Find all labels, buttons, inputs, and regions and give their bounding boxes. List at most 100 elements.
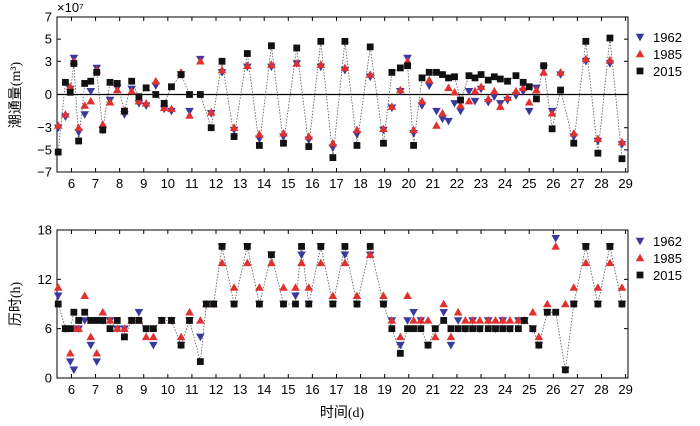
top-point-1985 (556, 68, 565, 76)
bottom-point-1985 (340, 258, 350, 267)
top-xtick-label: 6 (68, 176, 75, 191)
bottom-point-2015 (106, 325, 114, 333)
top-xtick-label: 28 (594, 176, 608, 191)
bottom-point-2015 (329, 300, 337, 308)
top-point-2015 (93, 68, 101, 76)
bottom-point-2015 (380, 300, 387, 308)
top-point-2015 (54, 148, 62, 156)
top-point-2015 (168, 83, 175, 91)
top-legend-label-1985: 1985 (653, 47, 682, 62)
bottom-point-1962 (446, 341, 456, 350)
bottom-point-1985 (569, 283, 579, 291)
top-legend-marker-1985 (635, 49, 645, 58)
bottom-legend-marker-1962-shape (635, 237, 645, 246)
bottom-point-1985 (396, 332, 405, 341)
bottom-point-2015 (158, 317, 166, 324)
top-point-2015 (410, 142, 417, 149)
bottom-point-1985 (505, 316, 515, 324)
top-xtick-label: 26 (546, 176, 560, 191)
bottom-point-2015 (447, 325, 455, 333)
bottom-legend-marker-1962 (635, 237, 645, 246)
bottom-point-1985 (185, 307, 194, 316)
bottom-point-2015 (396, 349, 404, 357)
bottom-xtick-label: 9 (140, 382, 147, 397)
top-point-2015 (87, 77, 95, 85)
bottom-point-1985 (352, 291, 362, 300)
top-ytick-label: 7 (45, 10, 52, 25)
top-point-1985 (328, 138, 338, 147)
bottom-point-1985 (542, 299, 552, 308)
top-ytick-label: −3 (37, 120, 52, 135)
bottom-legend-marker-2015-shape (636, 271, 644, 279)
top-point-1985 (605, 55, 615, 64)
bottom-point-2015 (476, 325, 484, 333)
top-point-2015 (75, 137, 83, 145)
bottom-legend: 1962 1985 2015 (635, 234, 682, 283)
top-point-1985 (255, 130, 264, 138)
top-point-1985 (86, 96, 96, 105)
bottom-point-2015 (81, 308, 89, 316)
bottom-xtick-label: 19 (377, 382, 391, 397)
top-point-1985 (217, 65, 227, 74)
top-xtick-label: 13 (233, 176, 247, 191)
bottom-point-1962 (69, 366, 79, 375)
top-point-1985 (409, 125, 418, 134)
bottom-point-1985 (528, 307, 538, 316)
bottom-xtick-label: 27 (570, 382, 584, 397)
bottom-point-1985 (65, 349, 75, 357)
top-legend-marker-2015 (636, 67, 644, 75)
top-xtick-label: 25 (522, 176, 536, 191)
bottom-xtick-label: 21 (426, 382, 440, 397)
top-point-1962 (432, 107, 441, 116)
top-xtick-label: 19 (377, 176, 391, 191)
top-point-1985 (417, 96, 427, 105)
top-point-2015 (268, 42, 275, 50)
top-point-2015 (142, 84, 150, 92)
bottom-point-2015 (521, 317, 528, 324)
top-point-1985 (243, 61, 252, 69)
top-point-2015 (484, 76, 492, 84)
bottom-point-1985 (105, 316, 115, 324)
top-xtick-label: 11 (185, 176, 199, 191)
bottom-point-1985 (483, 316, 493, 324)
bottom-ytick-label: 18 (38, 223, 52, 238)
bottom-point-2015 (535, 341, 543, 349)
bottom-point-1962 (92, 358, 102, 366)
top-point-1985 (532, 85, 541, 94)
bottom-point-2015 (514, 325, 522, 333)
top-point-1985 (196, 56, 205, 65)
top-point-1985 (617, 137, 627, 146)
top-legend-marker-1962-shape (635, 33, 645, 42)
bottom-point-2015 (582, 243, 590, 250)
bottom-xtick-label: 13 (233, 382, 247, 397)
top-point-1985 (581, 54, 591, 63)
bottom-point-2015 (168, 317, 175, 324)
bottom-point-2015 (461, 325, 469, 333)
top-point-1985 (105, 97, 115, 106)
top-point-1985 (496, 102, 505, 110)
bottom-point-2015 (431, 325, 439, 333)
top-point-2015 (570, 139, 578, 147)
top-point-2015 (99, 126, 107, 134)
bottom-point-2015 (388, 325, 396, 333)
top-point-1962 (489, 93, 499, 102)
top-point-1985 (53, 121, 63, 129)
bottom-xtick-label: 24 (498, 382, 512, 397)
top-point-2015 (186, 91, 193, 98)
top-point-2015 (177, 71, 185, 78)
bottom-point-1962 (291, 292, 300, 301)
bottom-point-2015 (70, 308, 78, 316)
top-xtick-label: 7 (92, 176, 99, 191)
bottom-legend-label-2015: 2015 (653, 268, 682, 283)
bottom-point-2015 (177, 341, 185, 349)
top-point-1985 (456, 101, 465, 109)
top-xtick-label: 21 (426, 176, 440, 191)
bottom-xtick-label: 23 (474, 382, 488, 397)
bottom-point-1985 (416, 316, 426, 324)
bottom-ytick-label: 0 (45, 371, 52, 386)
top-point-2015 (293, 44, 301, 52)
bottom-point-1985 (468, 316, 477, 324)
top-point-2015 (255, 142, 263, 149)
top-point-2015 (353, 142, 361, 149)
top-point-2015 (196, 91, 204, 98)
